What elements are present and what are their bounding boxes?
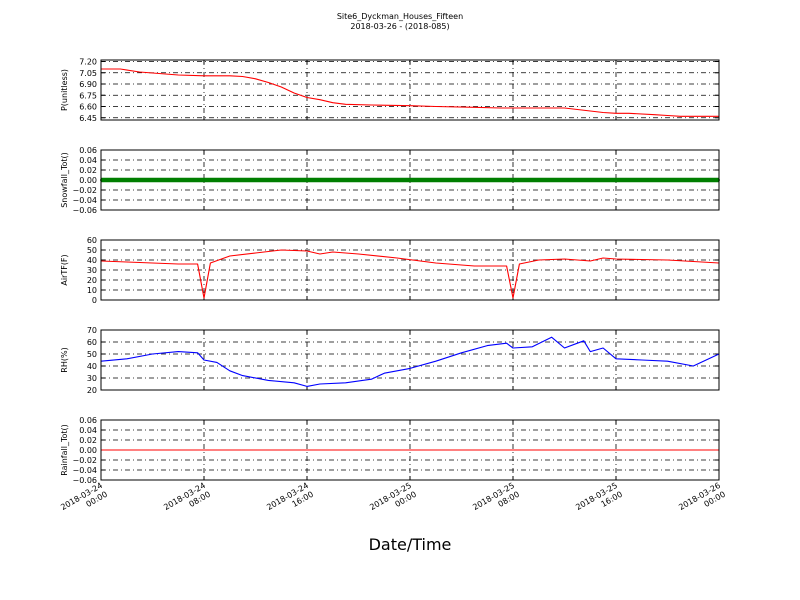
plot-frame (100, 59, 720, 121)
y-tick-label: −0.04 (72, 196, 97, 205)
y-tick-label: 0.02 (79, 436, 97, 445)
plot-frame (100, 419, 720, 481)
panels: 6.45 6.60 6.75 6.90 7.05 7.20 P(unitless) −0.06… (60, 58, 720, 485)
y-tick-label: 7.05 (79, 69, 97, 78)
y-tick-label: 10 (87, 286, 97, 295)
y-tick-label: 6.90 (79, 80, 97, 89)
y-tick-label: 0.02 (79, 166, 97, 175)
y-tick-label: 6.45 (79, 114, 97, 123)
y-tick-label: 60 (87, 338, 97, 347)
x-axis-label: Date/Time (369, 535, 452, 554)
y-axis-label: P(unitless) (60, 69, 69, 111)
plot-frame (100, 329, 720, 391)
y-tick-label: 0.00 (79, 176, 97, 185)
plot-frame (100, 239, 720, 301)
y-axis-label: Rainfall_Tot() (60, 424, 69, 476)
y-tick-label: 50 (87, 246, 97, 255)
y-tick-label: 20 (87, 276, 97, 285)
y-tick-label: 30 (87, 374, 97, 383)
y-tick-label: 70 (87, 326, 97, 335)
y-tick-label: 0.00 (79, 446, 97, 455)
panel-snow: −0.06−0.04−0.020.000.020.040.06 Snowfall_… (60, 146, 720, 215)
y-tick-label: −0.02 (72, 186, 97, 195)
series-line-ph (101, 68, 719, 117)
plot-frame (100, 149, 720, 211)
series-line-rh (100, 336, 720, 387)
y-tick-label: 50 (87, 350, 97, 359)
y-tick-label: 0.06 (79, 146, 97, 155)
y-tick-label: −0.06 (72, 476, 97, 485)
y-tick-label: −0.04 (72, 466, 97, 475)
y-tick-label: 60 (87, 236, 97, 245)
y-tick-label: 30 (87, 266, 97, 275)
y-tick-label: 7.20 (79, 58, 97, 67)
y-axis-label: RH(%) (60, 347, 69, 372)
y-tick-label: 6.60 (79, 103, 97, 112)
series-line-temp (100, 249, 720, 299)
y-axis-label: AirTF(F) (60, 254, 69, 285)
chart-subtitle: 2018-03-26 - (2018-085) (350, 22, 449, 31)
y-tick-label: 20 (87, 386, 97, 395)
panel-rain: −0.06−0.04−0.020.000.020.040.06 Rainfall_… (60, 416, 720, 485)
panel-rh: 20 30 40 50 60 70 RH(%) (60, 326, 720, 395)
y-tick-label: 6.75 (79, 91, 97, 100)
panel-ph: 6.45 6.60 6.75 6.90 7.05 7.20 P(unitless) (60, 58, 720, 123)
y-tick-label: −0.02 (72, 456, 97, 465)
y-tick-label: 0 (92, 296, 97, 305)
y-tick-label: 0.04 (79, 156, 97, 165)
y-tick-label: 0.04 (79, 426, 97, 435)
y-tick-label: 0.06 (79, 416, 97, 425)
y-tick-label: 40 (87, 256, 97, 265)
y-tick-label: −0.06 (72, 206, 97, 215)
y-tick-label: 40 (87, 362, 97, 371)
chart-title: Site6_Dyckman_Houses_Fifteen (337, 12, 463, 21)
y-axis-label: Snowfall_Tot() (60, 152, 69, 208)
